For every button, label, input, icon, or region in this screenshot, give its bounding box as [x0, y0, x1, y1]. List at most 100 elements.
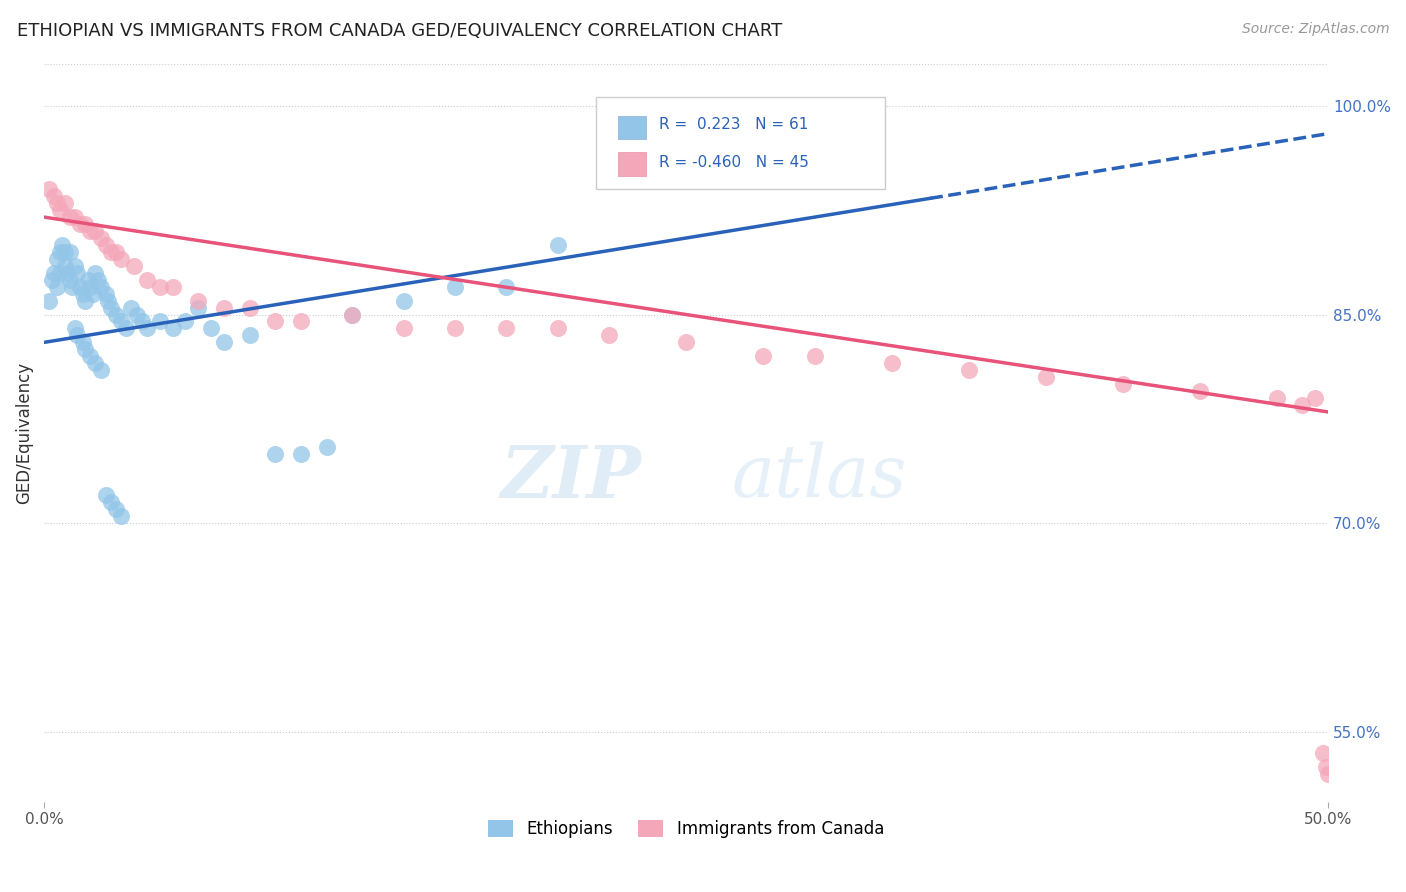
Point	[72, 335, 94, 350]
Point	[44, 189, 66, 203]
Point	[84, 224, 107, 238]
Point	[342, 308, 364, 322]
Point	[44, 266, 66, 280]
Point	[87, 273, 110, 287]
Point	[1291, 398, 1313, 412]
Point	[84, 266, 107, 280]
Point	[125, 308, 148, 322]
Point	[162, 279, 184, 293]
Point	[94, 286, 117, 301]
Bar	[619, 115, 647, 139]
Point	[1317, 766, 1340, 780]
Point	[38, 293, 60, 308]
Point	[59, 244, 82, 259]
Text: ZIP: ZIP	[501, 442, 641, 513]
Text: Source: ZipAtlas.com: Source: ZipAtlas.com	[1241, 22, 1389, 37]
Bar	[619, 152, 647, 176]
Point	[264, 447, 287, 461]
Point	[48, 203, 70, 218]
Point	[53, 259, 76, 273]
Point	[122, 259, 145, 273]
Point	[1265, 391, 1288, 405]
Point	[238, 328, 260, 343]
Point	[187, 293, 209, 308]
Point	[46, 196, 69, 211]
Point	[880, 356, 903, 370]
Point	[79, 224, 101, 238]
Point	[105, 308, 128, 322]
Text: R = -0.460   N = 45: R = -0.460 N = 45	[659, 154, 808, 169]
Point	[131, 314, 153, 328]
Point	[1303, 391, 1326, 405]
Point	[803, 349, 825, 363]
Point	[264, 314, 287, 328]
Point	[53, 196, 76, 211]
Point	[105, 502, 128, 516]
Point	[290, 314, 312, 328]
Point	[41, 273, 63, 287]
Point	[56, 266, 79, 280]
Text: ETHIOPIAN VS IMMIGRANTS FROM CANADA GED/EQUIVALENCY CORRELATION CHART: ETHIOPIAN VS IMMIGRANTS FROM CANADA GED/…	[17, 22, 782, 40]
Point	[1315, 760, 1337, 774]
Point	[342, 308, 364, 322]
Point	[238, 301, 260, 315]
Point	[495, 321, 517, 335]
Point	[79, 279, 101, 293]
Point	[495, 279, 517, 293]
Point	[290, 447, 312, 461]
Point	[120, 301, 142, 315]
Point	[1312, 746, 1334, 760]
Point	[90, 231, 112, 245]
Point	[212, 335, 235, 350]
Point	[392, 293, 415, 308]
Point	[1035, 370, 1057, 384]
Point	[66, 328, 89, 343]
Point	[1112, 377, 1135, 392]
Point	[63, 210, 86, 224]
Point	[162, 321, 184, 335]
Point	[97, 293, 120, 308]
Point	[752, 349, 775, 363]
Point	[547, 238, 569, 252]
Point	[115, 321, 138, 335]
Point	[444, 279, 467, 293]
Point	[675, 335, 697, 350]
Point	[100, 495, 122, 509]
Point	[72, 286, 94, 301]
Point	[547, 321, 569, 335]
Point	[444, 321, 467, 335]
Point	[79, 349, 101, 363]
Point	[75, 343, 97, 357]
Point	[59, 273, 82, 287]
Point	[48, 244, 70, 259]
Legend: Ethiopians, Immigrants from Canada: Ethiopians, Immigrants from Canada	[482, 814, 890, 845]
Point	[63, 321, 86, 335]
Point	[392, 321, 415, 335]
Point	[46, 279, 69, 293]
Point	[63, 259, 86, 273]
Point	[100, 244, 122, 259]
Point	[200, 321, 222, 335]
Text: atlas: atlas	[731, 442, 907, 512]
Point	[135, 321, 157, 335]
Point	[149, 314, 172, 328]
Point	[135, 273, 157, 287]
Point	[957, 363, 980, 377]
Point	[66, 266, 89, 280]
Point	[84, 356, 107, 370]
Text: R =  0.223   N = 61: R = 0.223 N = 61	[659, 117, 808, 132]
Point	[1188, 384, 1211, 398]
Point	[48, 266, 70, 280]
Point	[90, 279, 112, 293]
Point	[94, 238, 117, 252]
Point	[212, 301, 235, 315]
Point	[51, 238, 73, 252]
Point	[82, 286, 104, 301]
Point	[53, 244, 76, 259]
Point	[59, 210, 82, 224]
Point	[46, 252, 69, 266]
Point	[110, 314, 132, 328]
Point	[69, 217, 91, 231]
Point	[149, 279, 172, 293]
Point	[105, 244, 128, 259]
